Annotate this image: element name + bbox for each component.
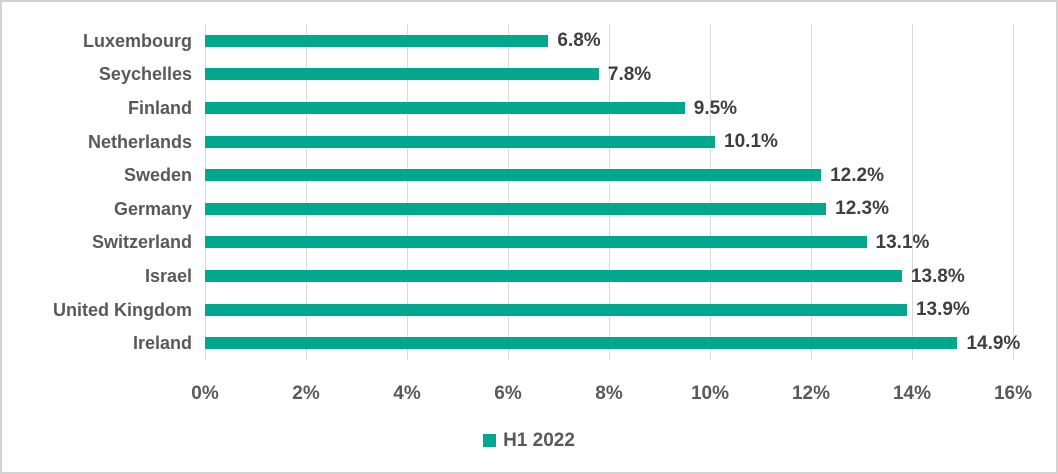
value-label-ireland: 14.9% bbox=[966, 332, 1021, 354]
bar-finland bbox=[205, 102, 685, 114]
bar-israel bbox=[205, 270, 902, 282]
category-label-sweden: Sweden bbox=[123, 165, 192, 186]
x-tick-2pct: 2% bbox=[292, 383, 320, 404]
legend-swatch-icon bbox=[483, 434, 497, 447]
gridline-12pct bbox=[810, 24, 812, 360]
value-label-netherlands: 10.1% bbox=[724, 131, 778, 153]
gridline-4pct bbox=[406, 24, 408, 360]
value-label-united-kingdom: 13.9% bbox=[915, 299, 970, 321]
gridline-0pct bbox=[204, 24, 206, 360]
category-label-germany: Germany bbox=[113, 198, 192, 219]
gridline-8pct bbox=[608, 24, 610, 360]
value-label-switzerland: 13.1% bbox=[875, 231, 930, 253]
x-tick-8pct: 8% bbox=[595, 383, 623, 404]
gridline-16pct bbox=[1012, 24, 1014, 360]
gridline-14pct bbox=[911, 24, 913, 360]
bar-sweden bbox=[205, 169, 822, 182]
x-tick-16pct: 16% bbox=[993, 383, 1033, 404]
value-label-sweden: 12.2% bbox=[830, 164, 884, 186]
legend: H1 2022 bbox=[2, 431, 1056, 450]
bar-luxembourg bbox=[205, 34, 549, 47]
bar-seychelles bbox=[205, 68, 599, 81]
x-tick-14pct: 14% bbox=[892, 383, 932, 404]
value-label-finland: 9.5% bbox=[693, 97, 738, 119]
value-label-seychelles: 7.8% bbox=[607, 63, 652, 85]
legend-label: H1 2022 bbox=[503, 430, 575, 451]
category-label-israel: Israel bbox=[144, 266, 192, 286]
bar-germany bbox=[205, 202, 827, 215]
gridline-6pct bbox=[507, 24, 509, 360]
bar-netherlands bbox=[205, 135, 716, 148]
value-label-germany: 12.3% bbox=[835, 198, 890, 220]
category-label-seychelles: Seychelles bbox=[98, 64, 192, 85]
gridline-2pct bbox=[305, 24, 307, 360]
x-tick-4pct: 4% bbox=[393, 383, 421, 404]
category-label-netherlands: Netherlands bbox=[87, 131, 192, 152]
x-tick-6pct: 6% bbox=[494, 383, 522, 404]
bar-united-kingdom bbox=[205, 303, 907, 316]
x-tick-10pct: 10% bbox=[690, 383, 730, 404]
x-tick-0pct: 0% bbox=[191, 383, 219, 404]
category-label-ireland: Ireland bbox=[132, 333, 192, 354]
category-label-luxembourg: Luxembourg bbox=[82, 30, 192, 51]
category-label-united-kingdom: United Kingdom bbox=[53, 299, 192, 320]
bar-ireland bbox=[205, 337, 958, 350]
value-label-luxembourg: 6.8% bbox=[557, 30, 601, 52]
value-label-israel: 13.8% bbox=[910, 265, 965, 287]
x-tick-12pct: 12% bbox=[791, 383, 831, 404]
category-label-switzerland: Switzerland bbox=[91, 232, 192, 253]
gridline-10pct bbox=[709, 24, 711, 360]
category-label-finland: Finland bbox=[128, 98, 192, 118]
bar-switzerland bbox=[205, 236, 867, 249]
